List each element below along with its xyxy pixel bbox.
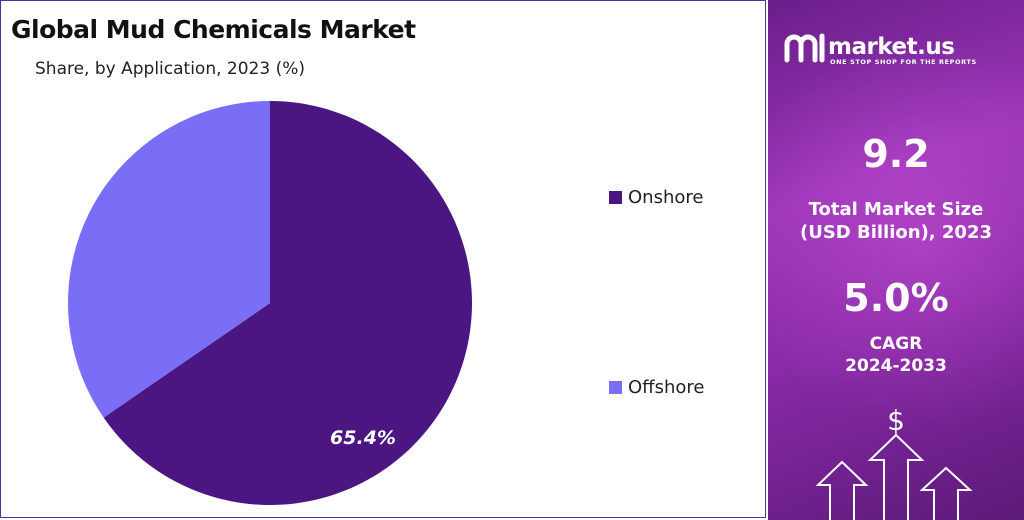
market-size-label-line2: (USD Billion), 2023 <box>799 222 993 243</box>
summary-panel: market.us ONE STOP SHOP FOR THE REPORTS … <box>768 0 1024 520</box>
logo-icon <box>784 33 825 63</box>
chart-title: Global Mud Chemicals Market <box>11 15 416 44</box>
legend-label-onshore: Onshore <box>628 187 704 208</box>
cagr-label-line1: CAGR <box>869 334 923 354</box>
pie-slice-offshore <box>68 101 270 418</box>
data-label-onshore: 65.4% <box>330 427 396 449</box>
brand-logo: market.us <box>784 30 955 64</box>
legend-item-onshore: Onshore <box>609 187 703 208</box>
dollar-icon: $ <box>887 404 905 437</box>
pie-slice-onshore <box>103 101 472 505</box>
logo-wordmark: market.us <box>828 34 955 60</box>
cagr-label-line2: 2024-2033 <box>845 356 947 376</box>
cagr-value: 5.0% <box>843 276 949 320</box>
legend-item-offshore: Offshore <box>609 377 704 398</box>
pie-chart: 65.4% <box>68 101 472 505</box>
growth-arrows-icon: $ <box>815 404 973 520</box>
chart-panel: Global Mud Chemicals Market Share, by Ap… <box>0 0 766 518</box>
chart-subtitle: Share, by Application, 2023 (%) <box>35 59 305 79</box>
logo-tagline: ONE STOP SHOP FOR THE REPORTS <box>830 58 977 66</box>
panel-glow <box>768 0 1024 520</box>
legend-label-offshore: Offshore <box>628 377 705 398</box>
market-size-label-line1: Total Market Size <box>808 199 984 220</box>
legend-swatch-offshore <box>609 381 622 394</box>
legend-swatch-onshore <box>609 191 622 204</box>
market-size-value: 9.2 <box>862 132 930 176</box>
